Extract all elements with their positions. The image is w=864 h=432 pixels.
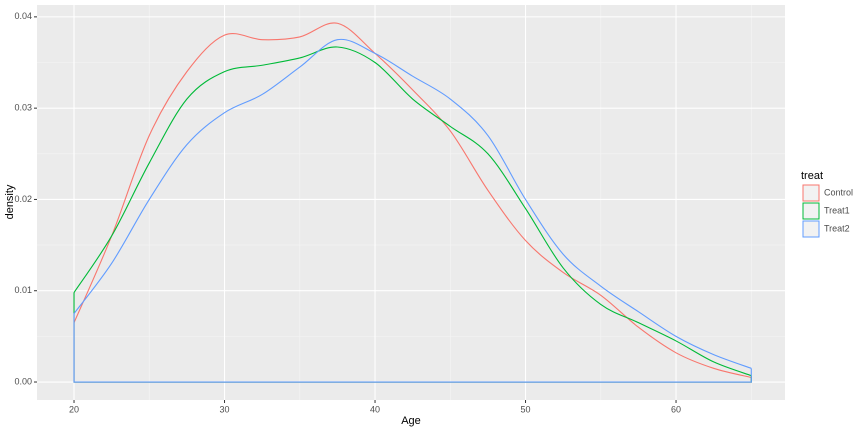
x-tick-label: 60 xyxy=(671,404,681,414)
y-tick-label: 0.02 xyxy=(14,194,32,204)
legend-key xyxy=(802,220,820,238)
legend-label: Control xyxy=(824,187,853,197)
legend-label: Treat2 xyxy=(824,223,850,233)
density-line xyxy=(73,22,752,378)
density-line xyxy=(73,46,752,377)
legend-label: Treat1 xyxy=(824,205,850,215)
x-axis-label: Age xyxy=(401,415,421,427)
density-line xyxy=(73,38,752,369)
y-tick-label: 0.01 xyxy=(14,285,32,295)
legend-key xyxy=(802,184,820,202)
panel xyxy=(37,5,785,400)
y-tick-label: 0.03 xyxy=(14,103,32,113)
x-tick-label: 50 xyxy=(521,404,531,414)
y-axis-label: density xyxy=(4,184,16,219)
x-tick-label: 30 xyxy=(220,404,230,414)
legend-title: treat xyxy=(801,170,823,182)
x-tick-label: 40 xyxy=(370,404,380,414)
legend-key xyxy=(802,202,820,220)
y-tick-label: 0.04 xyxy=(14,11,32,21)
density-outline xyxy=(73,313,752,383)
x-tick-label: 20 xyxy=(69,404,79,414)
y-tick-label: 0.00 xyxy=(14,376,32,386)
